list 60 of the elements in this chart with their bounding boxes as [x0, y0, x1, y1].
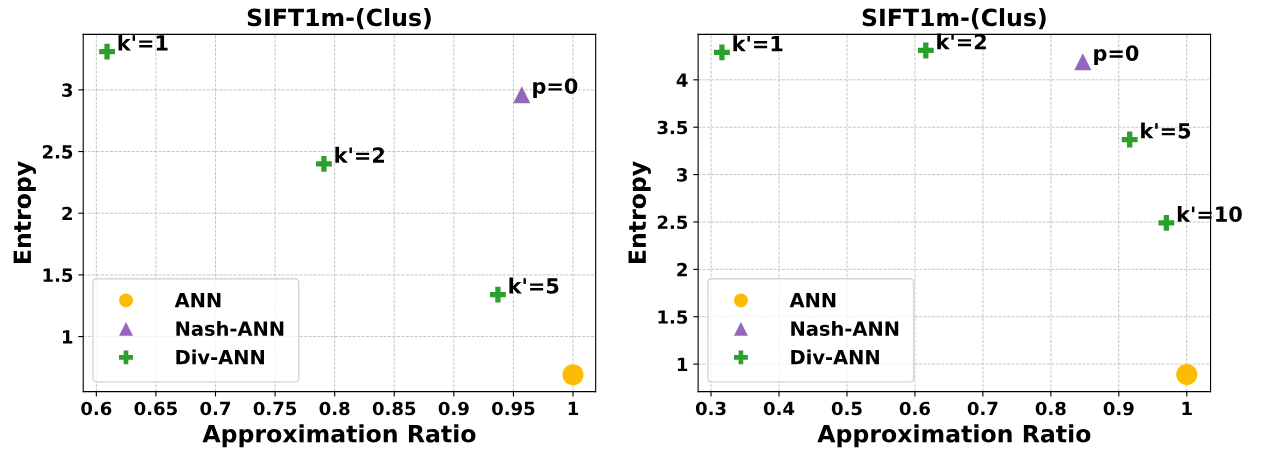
- chart-title: SIFT1m-(Clus): [862, 8, 1046, 30]
- annotation: k'=2: [937, 33, 986, 50]
- y-tick-label: 2.5: [42, 145, 73, 159]
- legend-label: ANN: [174, 292, 221, 308]
- legend-label: Div-ANN: [176, 349, 264, 365]
- point: [1121, 131, 1138, 148]
- x-tick-label: 0.4: [763, 401, 795, 416]
- legend-label: ANN: [789, 292, 836, 308]
- point: [1176, 364, 1198, 386]
- y-tick-label: 1.5: [658, 310, 688, 324]
- point: [99, 43, 115, 60]
- x-tick-label: 1: [568, 401, 579, 416]
- point: [917, 42, 934, 59]
- x-tick-label: 0.95: [492, 401, 535, 416]
- legend-label: Nash-ANN: [791, 320, 899, 336]
- x-tick-label: 0.8: [319, 401, 350, 416]
- annotation: k'=2: [335, 146, 385, 163]
- point: [490, 286, 506, 303]
- y-tick-label: 3.5: [657, 120, 688, 135]
- y-tick-label: 3: [62, 83, 73, 97]
- annotation: k'=5: [509, 277, 559, 294]
- x-tick-label: 0.9: [438, 401, 469, 416]
- y-tick-label: 2.5: [657, 215, 688, 230]
- x-axis-title: Approximation Ratio: [817, 424, 1091, 448]
- point: [316, 155, 332, 172]
- point: [1074, 53, 1092, 71]
- y-tick-label: 1: [677, 357, 688, 371]
- annotation: p=0: [1094, 45, 1139, 65]
- annotation: k'=1: [118, 34, 168, 51]
- legend-label: Nash-ANN: [176, 320, 284, 336]
- x-tick-label: 0.6: [81, 401, 112, 416]
- x-tick-label: 0.6: [899, 401, 930, 416]
- y-tick-label: 4: [676, 73, 688, 87]
- x-tick-label: 0.5: [831, 401, 862, 416]
- x-axis-title: Approximation Ratio: [202, 424, 476, 448]
- annotation: k'=1: [733, 35, 783, 52]
- point: [513, 86, 531, 104]
- x-tick-label: 1: [1182, 401, 1192, 416]
- y-axis-title: Entropy: [13, 161, 36, 263]
- point: [1158, 215, 1175, 231]
- x-tick-label: 0.7: [967, 401, 998, 416]
- y-tick-label: 2: [677, 262, 687, 277]
- y-axis-title: Entropy: [628, 161, 651, 263]
- legend-label: Div-ANN: [791, 349, 879, 365]
- x-tick-label: 0.75: [253, 401, 297, 416]
- point: [714, 44, 730, 61]
- x-tick-label: 0.9: [1103, 401, 1134, 416]
- x-tick-label: 0.85: [372, 401, 416, 416]
- x-tick-label: 0.7: [200, 401, 231, 416]
- y-tick-label: 1: [62, 330, 73, 344]
- y-tick-label: 3: [677, 168, 687, 182]
- x-tick-label: 0.65: [134, 401, 177, 416]
- chart-title: SIFT1m-(Clus): [247, 8, 431, 30]
- y-tick-label: 1.5: [43, 268, 73, 283]
- x-tick-label: 0.3: [695, 401, 726, 416]
- x-tick-label: 0.8: [1035, 401, 1066, 416]
- y-tick-label: 2: [62, 206, 72, 221]
- annotation: p=0: [533, 78, 578, 98]
- point: [562, 364, 584, 386]
- annotation: k'=5: [1141, 122, 1191, 139]
